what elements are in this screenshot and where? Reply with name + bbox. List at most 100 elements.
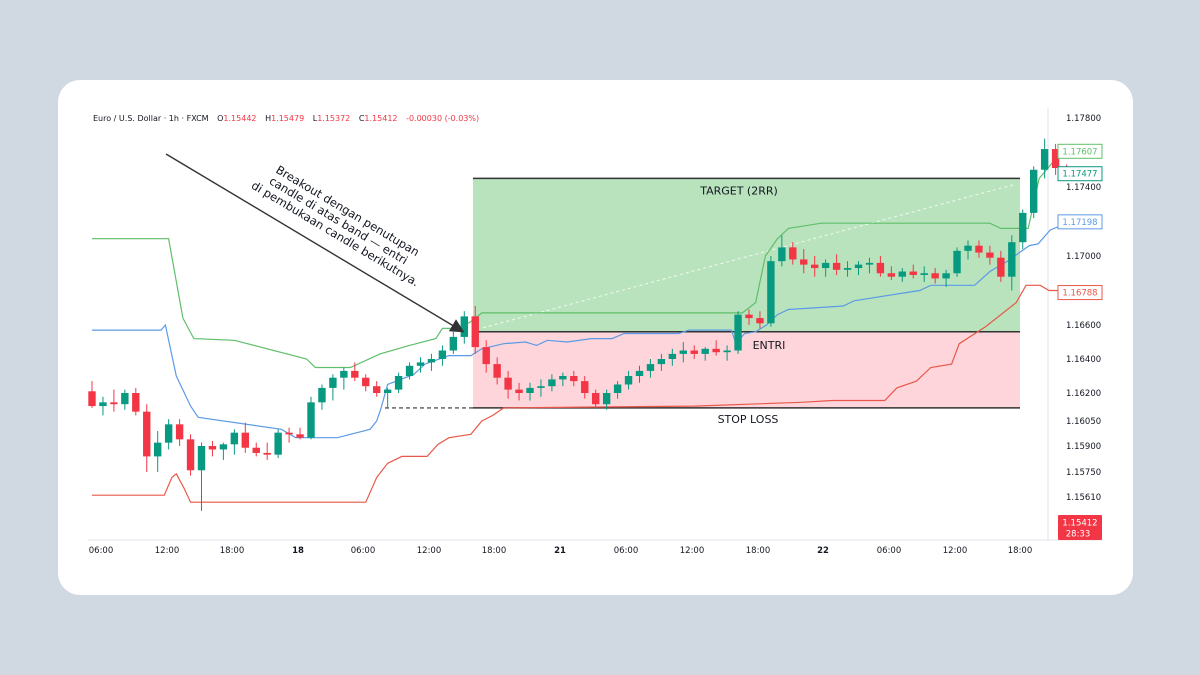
candle-body <box>526 387 534 393</box>
candle-body <box>504 377 512 390</box>
symbol-name: Euro / U.S. Dollar · 1h · FXCM <box>93 114 209 123</box>
candle <box>964 240 972 260</box>
candle <box>143 404 151 472</box>
candle <box>800 249 808 274</box>
candle-body <box>986 252 994 258</box>
candle <box>789 242 797 265</box>
price-tick-label: 1.15610 <box>1066 493 1101 503</box>
open-value: 1.15442 <box>223 114 257 123</box>
candle-body <box>789 247 797 260</box>
low-label: L <box>312 114 318 123</box>
upper-band-line <box>92 151 1100 369</box>
candle-body <box>482 347 490 365</box>
candle-body <box>121 393 129 405</box>
time-tick-label: 18:00 <box>746 546 771 556</box>
candle-body <box>537 386 545 388</box>
candle-body <box>997 257 1005 277</box>
candle <box>186 434 195 476</box>
candle-body <box>843 268 852 270</box>
price-tick-label: 1.15750 <box>1066 468 1101 478</box>
candle <box>175 419 184 446</box>
candle <box>252 442 260 457</box>
candle <box>832 254 841 275</box>
candle-body <box>668 353 677 359</box>
candle <box>88 381 96 408</box>
price-badge-lower: 1.16788 <box>1057 285 1103 301</box>
candle <box>723 345 731 361</box>
candle <box>942 269 950 288</box>
candle <box>99 396 107 416</box>
candle-body <box>800 259 808 265</box>
candle <box>438 345 447 366</box>
candle-body <box>953 250 961 274</box>
candle <box>1040 138 1049 179</box>
candle-body <box>778 247 786 262</box>
candle <box>1008 235 1016 291</box>
candle <box>953 247 961 277</box>
candle <box>296 427 304 440</box>
time-tick-label: 18:00 <box>482 546 507 556</box>
lower-band-line <box>92 284 1100 503</box>
candle <box>909 264 917 279</box>
zone-labels: TARGET (2RR) ENTRI STOP LOSS <box>699 184 785 426</box>
candle <box>515 382 523 401</box>
close-label: C <box>358 114 365 123</box>
candle <box>110 389 118 412</box>
candle-body <box>197 446 206 471</box>
candle-body <box>263 452 271 455</box>
candle-body <box>898 271 906 277</box>
candle <box>876 256 885 277</box>
candle <box>427 353 436 371</box>
price-tick-label: 1.17800 <box>1066 114 1101 124</box>
candle <box>920 266 928 282</box>
candle <box>537 379 545 397</box>
candle <box>373 381 381 397</box>
candle-body <box>307 402 315 438</box>
projection-line <box>482 183 1016 329</box>
candle <box>570 370 578 387</box>
candle <box>383 387 392 408</box>
candle <box>745 309 753 325</box>
candle <box>219 442 228 460</box>
candle <box>843 261 852 277</box>
candle <box>526 382 534 401</box>
stop-loss-label: STOP LOSS <box>718 413 779 426</box>
candle <box>416 357 425 373</box>
candle <box>854 261 863 275</box>
candle-body <box>602 393 611 405</box>
candle-body <box>340 370 348 378</box>
candle-body <box>657 359 666 365</box>
candle-body <box>329 377 337 388</box>
candle-body <box>186 439 195 471</box>
time-tick-label: 06:00 <box>89 546 114 556</box>
candle-body <box>471 316 479 348</box>
target-zone <box>473 178 1020 332</box>
candle-body <box>876 262 885 274</box>
candle <box>602 389 611 410</box>
time-tick-label: 22 <box>817 546 829 556</box>
candle-body <box>88 391 96 407</box>
candle <box>164 419 173 450</box>
time-tick-label: 12:00 <box>680 546 705 556</box>
candle <box>646 359 655 378</box>
candle-body <box>975 245 983 253</box>
candle <box>482 340 490 373</box>
candle <box>1030 166 1038 219</box>
candle-body <box>1019 212 1027 243</box>
candle-body <box>241 432 249 448</box>
candle <box>351 362 359 382</box>
candle-body <box>811 264 819 269</box>
candle <box>592 389 600 408</box>
candle <box>712 340 720 356</box>
candle <box>504 370 512 399</box>
change-value: -0.00030 (-0.03%) <box>406 114 480 123</box>
candle-body <box>559 376 567 380</box>
candle-body <box>767 261 775 324</box>
candle-body <box>154 442 162 457</box>
candle-body <box>373 386 381 393</box>
candle <box>548 374 556 392</box>
candle <box>154 431 162 472</box>
candle <box>624 370 633 390</box>
price-tick-label: 1.16600 <box>1066 321 1101 331</box>
candle-body <box>1008 242 1016 277</box>
